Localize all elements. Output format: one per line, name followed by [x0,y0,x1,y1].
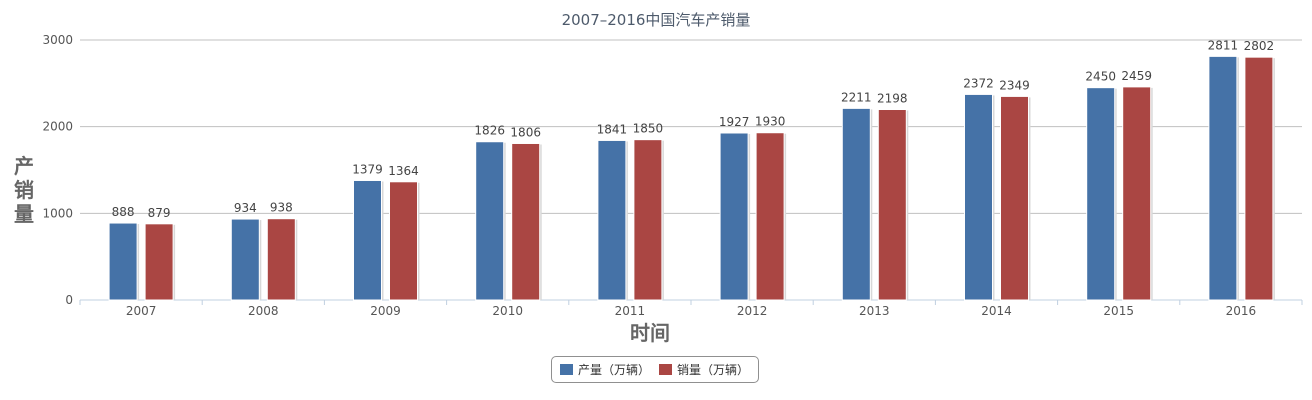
bars [108,55,1275,301]
data-label: 1841 [597,122,628,136]
legend: 产量（万辆） 销量（万辆） [551,356,759,383]
data-label: 2198 [877,92,908,106]
data-label: 934 [234,201,257,215]
y-tick-label: 3000 [42,33,73,47]
x-tick-label: 2013 [859,304,890,318]
bar[interactable] [1244,56,1274,301]
data-label: 2811 [1208,38,1239,52]
x-tick-label: 2008 [248,304,279,318]
data-label: 1364 [388,164,419,178]
bar[interactable] [511,142,541,301]
x-axis-title: 时间 [630,321,670,345]
bar[interactable] [108,222,138,301]
y-axis-title: 产销量 [14,154,34,226]
legend-swatch-production [560,364,574,375]
legend-item-sales[interactable]: 销量（万辆） [659,361,750,378]
bar[interactable] [841,107,871,301]
chart-title: 2007–2016中国汽车产销量 [562,11,751,29]
bar[interactable] [1122,86,1152,301]
y-axis-title-char: 产 [14,154,34,178]
bar[interactable] [144,223,174,301]
data-label: 2372 [963,76,994,90]
data-label: 2450 [1085,70,1116,84]
data-label: 2349 [999,78,1030,92]
bar[interactable] [633,139,663,301]
data-label: 888 [112,205,135,219]
x-tick-label: 2012 [737,304,768,318]
data-labels: 888 879 934 938 1379 1364 1826 1806 1841 1850 1927… [112,38,1275,219]
data-label: 1927 [719,115,750,129]
y-tick-label: 1000 [42,206,73,220]
legend-swatch-sales [659,364,673,375]
y-tick-label: 2000 [42,120,73,134]
x-tick-label: 2016 [1226,304,1257,318]
bar[interactable] [475,141,505,301]
data-label: 1826 [474,124,505,138]
x-tick-label: 2010 [492,304,523,318]
bar[interactable] [719,132,749,301]
data-label: 879 [148,206,171,220]
x-tick-label: 2009 [370,304,401,318]
bar[interactable] [877,109,907,301]
bar[interactable] [1208,55,1238,301]
bar[interactable] [755,132,785,301]
bar[interactable] [1086,87,1116,301]
y-tick-label: 0 [65,293,73,307]
data-label: 1379 [352,162,383,176]
data-label: 938 [270,201,293,215]
data-label: 2802 [1244,39,1275,53]
x-tick-label: 2015 [1103,304,1134,318]
bar[interactable] [389,181,418,301]
y-axis-title-char: 销 [14,178,34,202]
legend-item-production[interactable]: 产量（万辆） [560,361,651,378]
data-label: 1930 [755,115,786,129]
y-axis-ticks: 0 1000 2000 3000 [42,33,73,307]
bar[interactable] [230,218,260,301]
data-label: 1850 [633,122,664,136]
x-tick-label: 2011 [615,304,646,318]
data-label: 2211 [841,90,872,104]
legend-label-production: 产量（万辆） [578,363,651,377]
bar[interactable] [597,139,627,301]
data-label: 1806 [510,125,541,139]
x-axis-ticks: 2007 2008 2009 2010 2011 2012 2013 2014 2015 2016 [79,300,1303,318]
bar[interactable] [353,179,382,301]
x-tick-label: 2007 [126,304,157,318]
bar[interactable] [1000,95,1029,301]
x-tick-label: 2014 [981,304,1012,318]
y-axis-title-char: 量 [14,202,34,226]
bar[interactable] [964,93,993,301]
bar[interactable] [266,218,296,301]
data-label: 2459 [1121,69,1152,83]
gridlines [80,39,1302,301]
legend-label-sales: 销量（万辆） [677,363,750,377]
